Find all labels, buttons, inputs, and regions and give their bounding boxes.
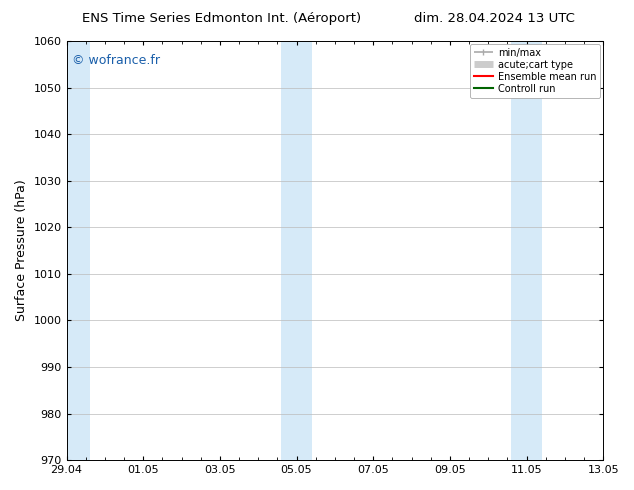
Bar	[63, 41, 89, 460]
Text: © wofrance.fr: © wofrance.fr	[72, 53, 160, 67]
Text: dim. 28.04.2024 13 UTC: dim. 28.04.2024 13 UTC	[414, 12, 575, 25]
Text: ENS Time Series Edmonton Int. (Aéroport): ENS Time Series Edmonton Int. (Aéroport)	[82, 12, 361, 25]
Y-axis label: Surface Pressure (hPa): Surface Pressure (hPa)	[15, 180, 28, 321]
Bar	[511, 41, 542, 460]
Bar	[281, 41, 312, 460]
Legend: min/max, acute;cart type, Ensemble mean run, Controll run: min/max, acute;cart type, Ensemble mean …	[470, 44, 600, 98]
